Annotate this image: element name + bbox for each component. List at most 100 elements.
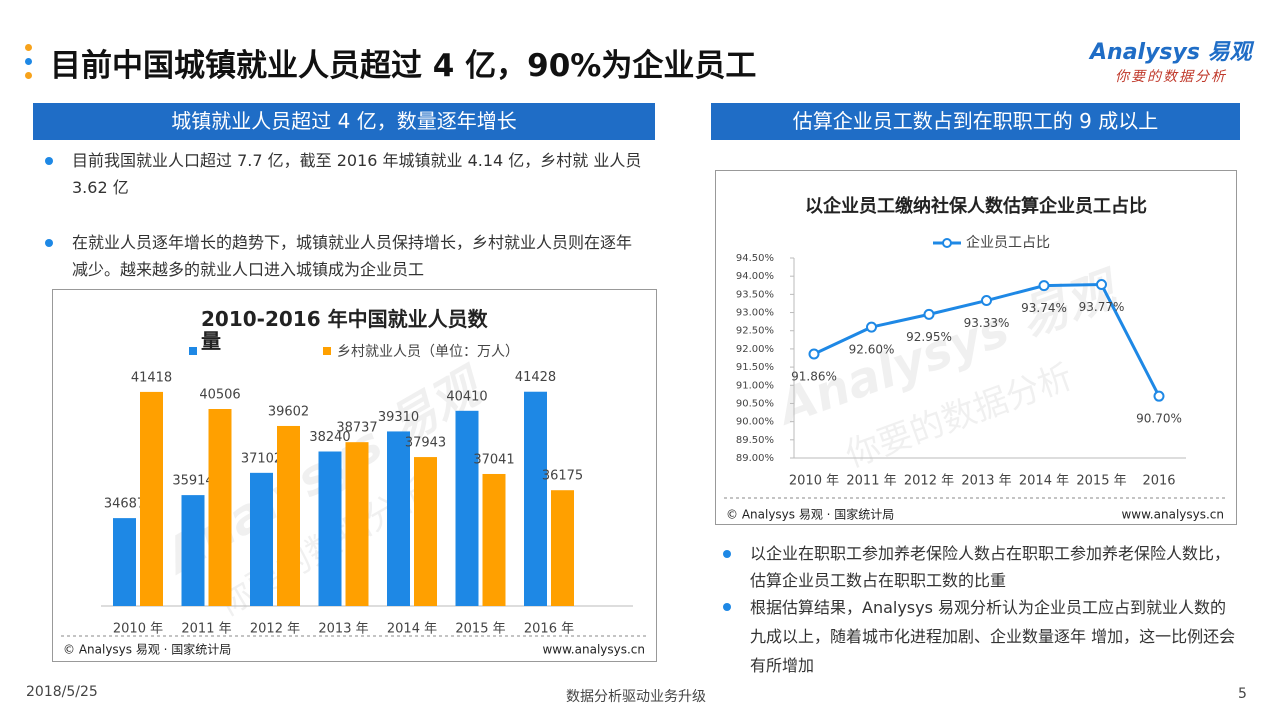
point [866, 321, 877, 333]
data-label: 38240 [309, 430, 350, 445]
point [981, 295, 992, 307]
bullet: 以企业在职职工参加养老保险人数占在职职工参加养老保险人数比，估算企业员工数占在职… [723, 540, 1240, 594]
line-chart-box: Analysys 易观 你要的数据分析 以企业员工缴纳社保人数估算企业员工占比 89.… [715, 170, 1237, 525]
x-tick-label: 2015 年 [1076, 474, 1126, 489]
source: © Analysys 易观 · 国家统计局 [726, 507, 894, 522]
y-tick-label: 91.50% [736, 362, 774, 373]
page-number: 5 [1238, 686, 1247, 702]
chart-title: 以企业员工缴纳社保人数估算企业员工占比 [805, 195, 1147, 217]
data-label: 39602 [268, 404, 309, 419]
bullet-text: 目前我国就业人口超过 7.7 亿，截至 2016 年城镇就业 4.14 亿，乡村… [72, 151, 642, 197]
data-label: 40506 [199, 388, 240, 403]
point [1153, 390, 1165, 402]
data-label: 40410 [446, 389, 487, 404]
bar [387, 431, 410, 606]
data-label: 34687 [104, 497, 145, 512]
legend-label: 乡村就业人员（单位：万人） [337, 344, 519, 360]
dot-deco [25, 44, 32, 51]
bar [551, 490, 574, 606]
y-tick-label: 92.50% [736, 326, 774, 337]
footer-text: 数据分析驱动业务升级 [566, 689, 706, 705]
bullet: 在就业人员逐年增长的趋势下，城镇就业人员保持增长，乡村就业人员则在逐年减少。越来… [45, 229, 647, 283]
y-tick-label: 91.00% [736, 380, 774, 391]
y-tick-label: 94.50% [736, 253, 774, 264]
data-label: 93.33% [964, 316, 1010, 330]
data-label: 36175 [542, 469, 583, 484]
bullet: 目前我国就业人口超过 7.7 亿，截至 2016 年城镇就业 4.14 亿，乡村… [45, 147, 647, 201]
date: 2018/5/25 [26, 684, 98, 700]
data-label: 93.74% [1021, 301, 1067, 315]
data-label: 37041 [473, 452, 514, 467]
bar [250, 472, 273, 606]
x-tick-label: 2011 年 [846, 474, 896, 489]
y-tick-label: 89.50% [736, 435, 774, 446]
bar [140, 391, 163, 606]
bar [318, 451, 342, 606]
x-tick-label: 2010 年 [789, 474, 839, 489]
y-tick-label: 92.00% [736, 344, 774, 355]
dot-deco [25, 72, 32, 79]
data-label: 93.77% [1079, 300, 1125, 314]
data-label: 92.60% [849, 343, 895, 357]
data-label: 37102 [241, 451, 282, 466]
bar [482, 473, 506, 606]
y-tick-label: 93.50% [736, 289, 774, 300]
y-tick-label: 90.50% [736, 398, 774, 409]
bar-chart: Analysys 易观你要的数据分析3468735914371023824039… [61, 344, 648, 657]
bullet: 根据估算结果，Analysys 易观分析认为企业员工应占到就业人数的九成以上，随… [723, 593, 1240, 680]
website: www.analysys.cn [542, 643, 645, 657]
x-tick-label: 2015 年 [455, 622, 505, 637]
x-tick-label: 2014 年 [1019, 474, 1069, 489]
bar [181, 495, 205, 606]
bullet-text: 以企业在职职工参加养老保险人数占在职职工参加养老保险人数比，估算企业员工数占在职… [750, 544, 1231, 590]
legend-swatch [323, 347, 331, 355]
bullet-text: 根据估算结果，Analysys 易观分析认为企业员工应占到就业人数的九成以上，随… [750, 598, 1236, 675]
source: © Analysys 易观 · 国家统计局 [63, 642, 231, 657]
section-heading: 估算企业员工数占到在职职工的 9 成以上 [711, 103, 1240, 140]
section-heading: 城镇就业人员超过 4 亿，数量逐年增长 [33, 103, 655, 140]
y-tick-label: 93.00% [736, 308, 774, 319]
website: www.analysys.cn [1121, 508, 1224, 522]
bar-chart-box: Analysys 易观你要的数据分析3468735914371023824039… [52, 289, 657, 662]
x-tick-label: 2010 年 [113, 622, 163, 637]
chart-title: 2010-2016 年中国就业人员数量 [201, 307, 488, 353]
data-label: 35914 [172, 474, 213, 489]
bullet-text: 在就业人员逐年增长的趋势下，城镇就业人员保持增长，乡村就业人员则在逐年减少。越来… [72, 233, 633, 279]
x-tick-label: 2016 年 [524, 622, 574, 637]
bar [345, 442, 369, 606]
x-tick-label: 2011 年 [181, 622, 231, 637]
data-label: 41418 [131, 370, 172, 385]
legend-marker [942, 238, 952, 248]
data-label: 41428 [515, 370, 556, 385]
legend-swatch [189, 347, 197, 355]
point [923, 308, 935, 320]
x-tick-label: 2016 [1142, 474, 1175, 489]
data-label: 38737 [336, 421, 377, 436]
data-label: 91.86% [791, 370, 837, 384]
logo: Analysys 易观 [1090, 40, 1252, 65]
slogan: 你要的数据分析 [1115, 69, 1227, 85]
x-tick-label: 2012 年 [250, 622, 300, 637]
legend-label: 企业员工占比 [966, 234, 1050, 251]
data-label: 37943 [405, 436, 446, 451]
bar [524, 391, 547, 606]
bar [277, 425, 300, 606]
page-title: 目前中国城镇就业人员超过 4 亿，90%为企业员工 [50, 48, 757, 84]
x-tick-label: 2012 年 [904, 474, 954, 489]
bar [113, 518, 136, 606]
bar [455, 410, 479, 606]
point [1096, 279, 1107, 291]
dot-deco [25, 58, 32, 65]
data-label: 92.95% [906, 330, 952, 344]
y-tick-label: 89.00% [736, 453, 774, 464]
x-tick-label: 2013 年 [961, 474, 1011, 489]
data-label: 90.70% [1136, 412, 1182, 426]
data-label: 39310 [378, 410, 419, 425]
y-tick-label: 94.00% [736, 271, 774, 282]
line-chart: Analysys 易观你要的数据分析以企业员工缴纳社保人数估算企业员工占比89.… [724, 195, 1228, 522]
point [1038, 280, 1050, 292]
bar [414, 457, 437, 606]
point [808, 348, 820, 360]
x-tick-label: 2014 年 [387, 622, 437, 637]
